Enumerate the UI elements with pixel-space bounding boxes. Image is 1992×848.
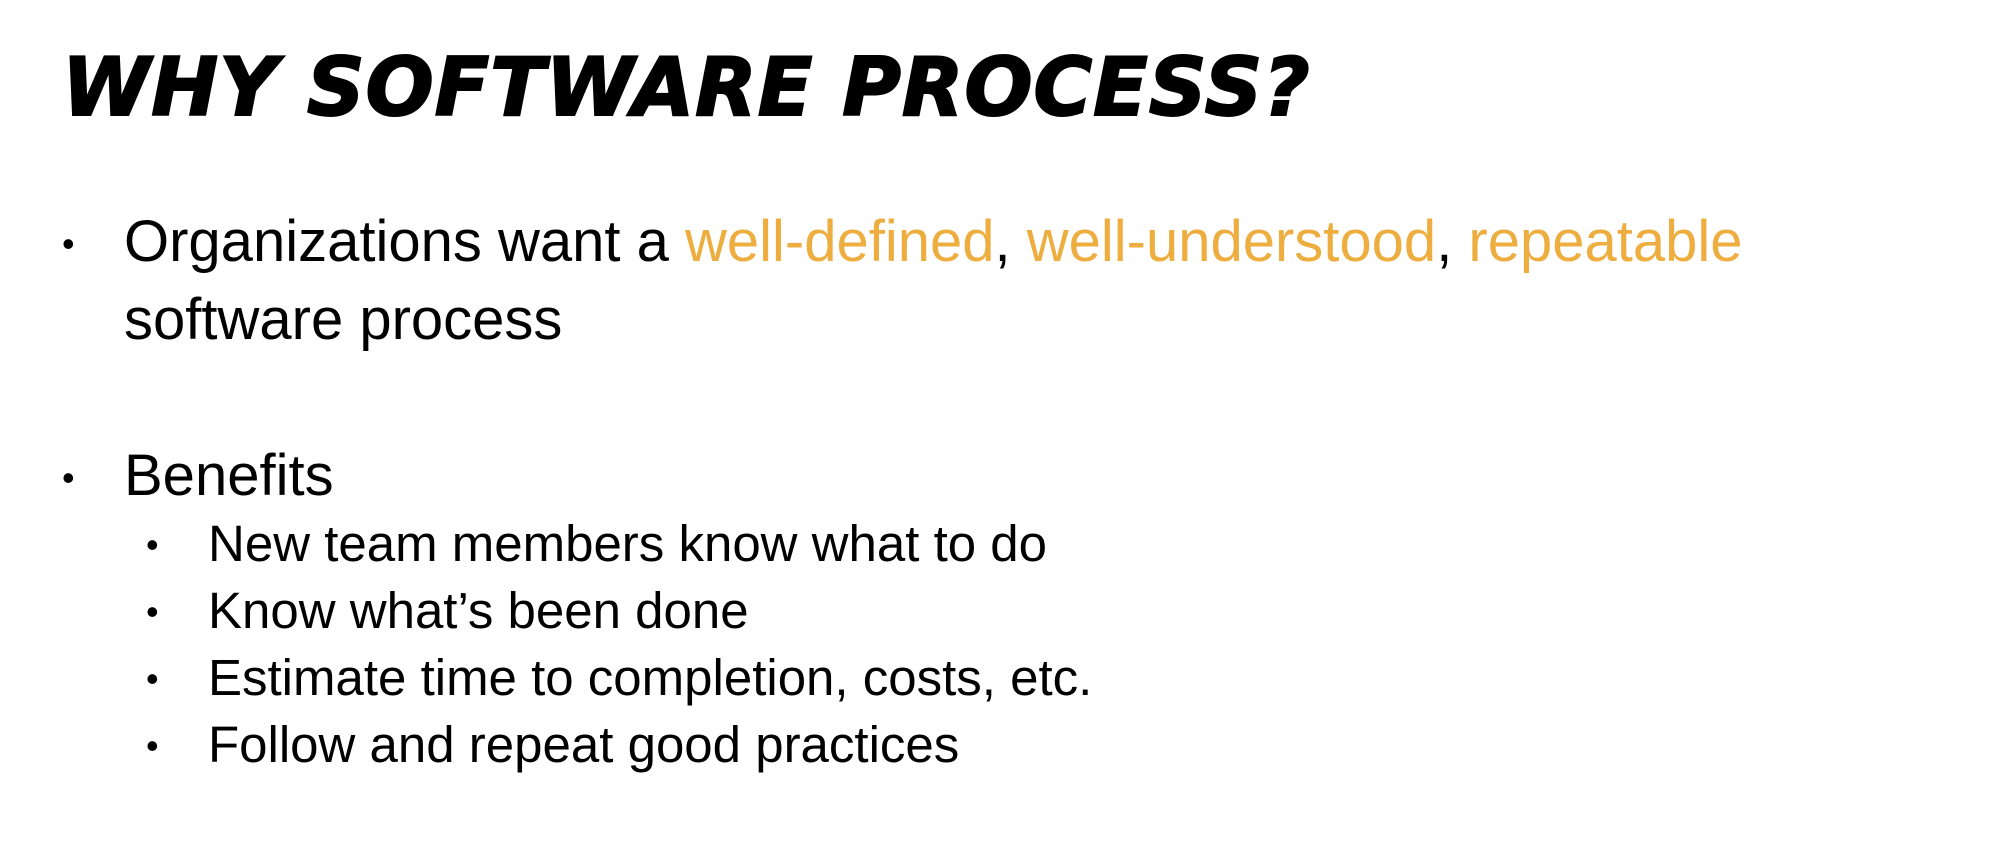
bullet-organizations: Organizations want a well-defined, well-… bbox=[124, 203, 1743, 281]
highlight-well-defined: well-defined bbox=[684, 209, 995, 274]
bullet-continuation: software process bbox=[124, 287, 563, 352]
highlight-well-understood: well-understood bbox=[1026, 209, 1437, 274]
sub-bullet-item: Follow and repeat good practices bbox=[208, 716, 960, 773]
sub-bullet-marker: • bbox=[146, 591, 159, 632]
separator: , bbox=[994, 209, 1027, 274]
sub-bullet-item: New team members know what to do bbox=[208, 515, 1048, 572]
bullet-benefits: Benefits bbox=[124, 443, 334, 508]
sub-bullet-item: Know what’s been done bbox=[208, 582, 749, 639]
slide-title: WHY SOFTWARE PROCESS? bbox=[61, 40, 1311, 135]
bullet-marker: • bbox=[62, 223, 75, 264]
sub-bullet-marker: • bbox=[146, 658, 159, 699]
separator: , bbox=[1436, 209, 1469, 274]
bullet-marker: • bbox=[62, 457, 75, 498]
sub-bullet-marker: • bbox=[146, 725, 159, 766]
sub-bullet-item: Estimate time to completion, costs, etc. bbox=[208, 649, 1093, 706]
highlight-repeatable: repeatable bbox=[1468, 209, 1743, 274]
bullet-intro-text: Organizations want a bbox=[124, 209, 685, 274]
sub-bullet-marker: • bbox=[146, 524, 159, 565]
